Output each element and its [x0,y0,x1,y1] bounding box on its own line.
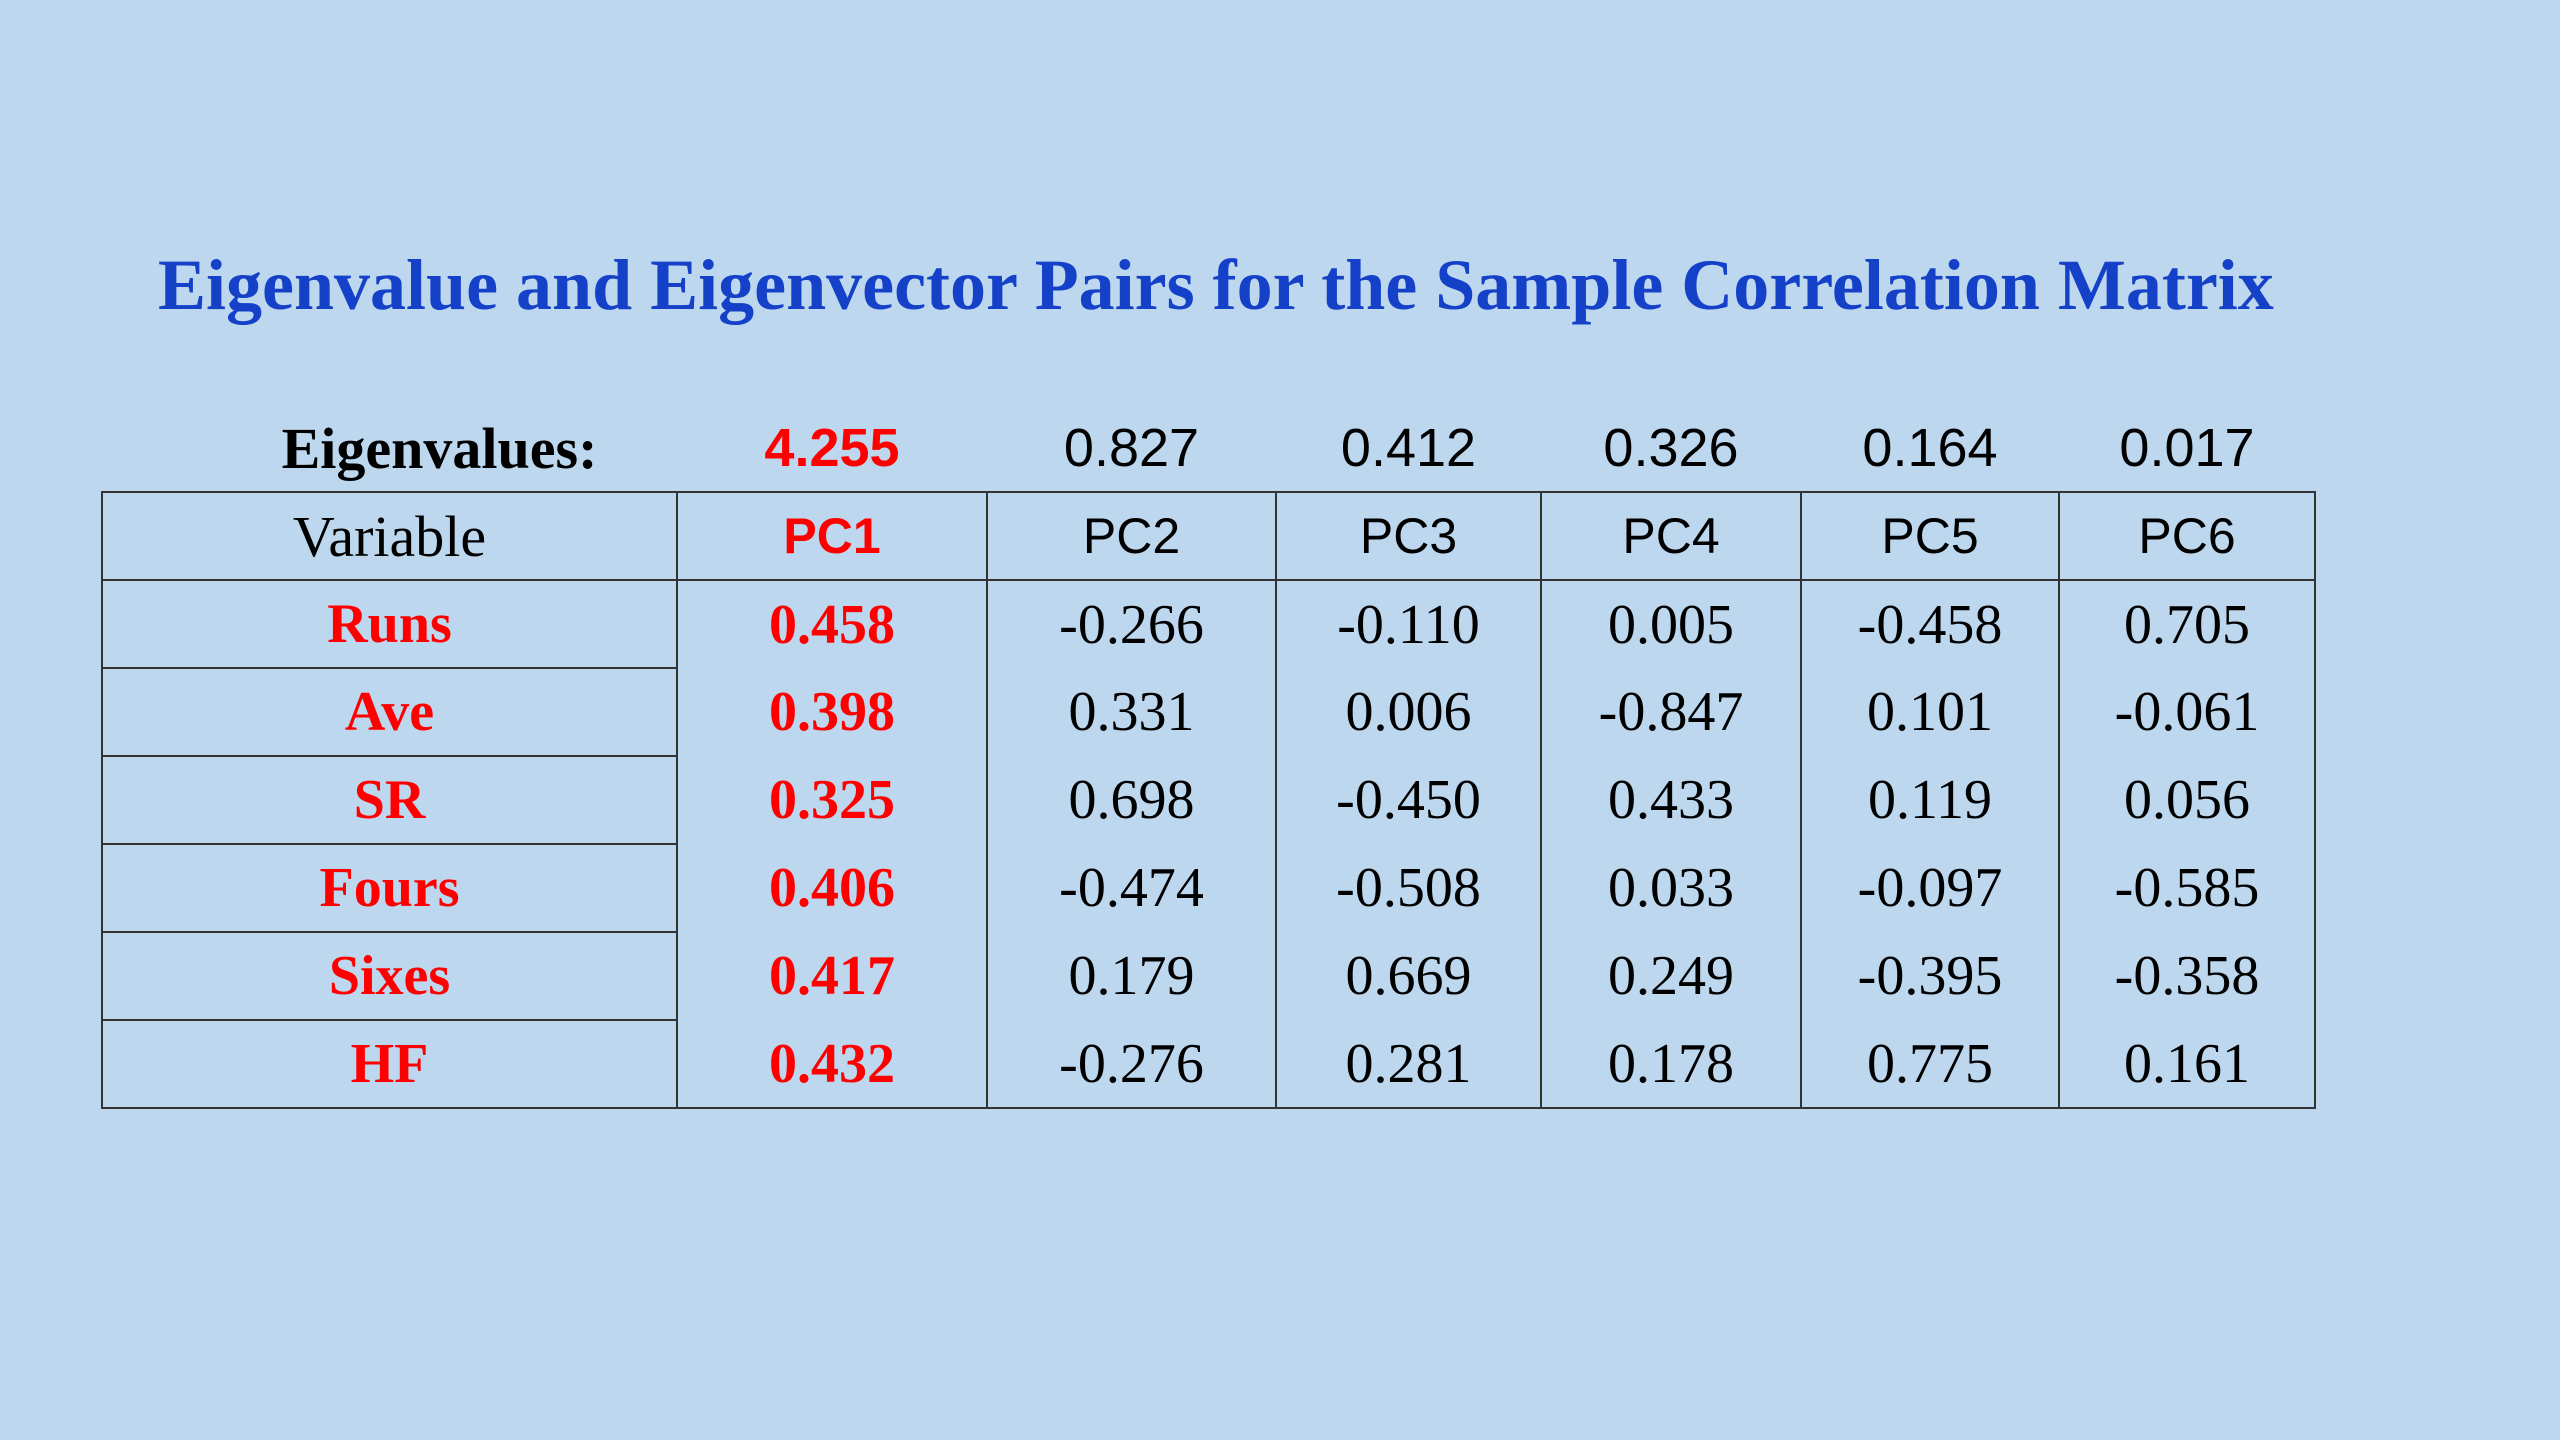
data-row: Ave 0.398 0.331 0.006 -0.847 0.101 -0.061 [101,668,2316,757]
data-row: Fours 0.406 -0.474 -0.508 0.033 -0.097 -0.585 [101,844,2316,933]
header-cell: PC6 [2058,491,2316,581]
loading-cell: 0.406 [676,844,988,932]
loading-cell: 0.698 [986,756,1277,844]
loading-cell: -0.110 [1275,580,1542,668]
loading-cell: 0.056 [2058,756,2316,844]
variable-cell: HF [101,1020,678,1109]
loading-cell: 0.249 [1540,932,1802,1020]
variable-cell: Fours [101,844,678,933]
loading-cell: -0.061 [2058,668,2316,756]
eigenvalue: 0.827 [1063,418,1200,478]
loading-cell: 0.101 [1800,668,2060,756]
loading-cell: 0.178 [1540,1020,1802,1109]
title: Eigenvalue and Eigenvector Pairs for the… [158,245,2274,325]
eigenvalue-label: Eigenvalues: [281,415,598,481]
loading-cell: 0.119 [1800,756,2060,844]
loading-cell: 0.433 [1540,756,1802,844]
header-cell: Variable [101,491,678,581]
eigenvalue: 4.255 [764,418,900,478]
data-row: Runs 0.458 -0.266 -0.110 0.005 -0.458 0.705 [101,580,2316,669]
eigenvalue: 0.412 [1340,418,1477,478]
eigenvalue: 0.164 [1862,418,1998,478]
loading-cell: 0.281 [1275,1020,1542,1109]
loading-cell: 0.005 [1540,580,1802,668]
loading-cell: 0.458 [676,580,988,668]
variable-cell: Runs [101,580,678,669]
eigen-table: Eigenvalues: 4.255 0.827 0.412 0.326 0.164 0.0… [101,405,2316,1109]
loading-cell: 0.331 [986,668,1277,756]
header-cell: PC3 [1275,491,1542,581]
header-cell: PC2 [986,491,1277,581]
loading-cell: 0.006 [1275,668,1542,756]
variable-cell: Ave [101,668,678,757]
loading-cell: 0.033 [1540,844,1802,932]
header-cell: PC5 [1800,491,2060,581]
loading-cell: 0.398 [676,668,988,756]
loading-cell: 0.179 [986,932,1277,1020]
variable-cell: SR [101,756,678,845]
eigenvalue-row: Eigenvalues: 4.255 0.827 0.412 0.326 0.164 0.0… [102,405,2315,492]
eigenvalue: 0.017 [2119,418,2255,478]
loading-cell: -0.474 [986,844,1277,932]
loading-cell: -0.358 [2058,932,2316,1020]
loading-cell: -0.508 [1275,844,1542,932]
loading-cell: -0.450 [1275,756,1542,844]
loading-cell: -0.395 [1800,932,2060,1020]
loading-cell: 0.705 [2058,580,2316,668]
loading-cell: -0.585 [2058,844,2316,932]
loading-cell: -0.276 [986,1020,1277,1109]
data-row: SR 0.325 0.698 -0.450 0.433 0.119 0.056 [101,756,2316,845]
loading-cell: 0.775 [1800,1020,2060,1109]
loading-cell: -0.097 [1800,844,2060,932]
variable-cell: Sixes [101,932,678,1021]
header-row: Variable PC1 PC2 PC3 PC4 PC5 PC6 [101,491,2316,581]
loading-cell: 0.417 [676,932,988,1020]
loading-cell: 0.161 [2058,1020,2316,1109]
loading-cell: -0.458 [1800,580,2060,668]
header-cell: PC1 [676,491,988,581]
header-cell: PC4 [1540,491,1802,581]
loading-cell: 0.325 [676,756,988,844]
loading-cell: -0.266 [986,580,1277,668]
data-row: HF 0.432 -0.276 0.281 0.178 0.775 0.161 [101,1020,2316,1109]
eigenvalue: 0.326 [1603,418,1739,478]
loading-cell: 0.432 [676,1020,988,1109]
data-row: Sixes 0.417 0.179 0.669 0.249 -0.395 -0.358 [101,932,2316,1021]
loading-cell: -0.847 [1540,668,1802,756]
loading-cell: 0.669 [1275,932,1542,1020]
